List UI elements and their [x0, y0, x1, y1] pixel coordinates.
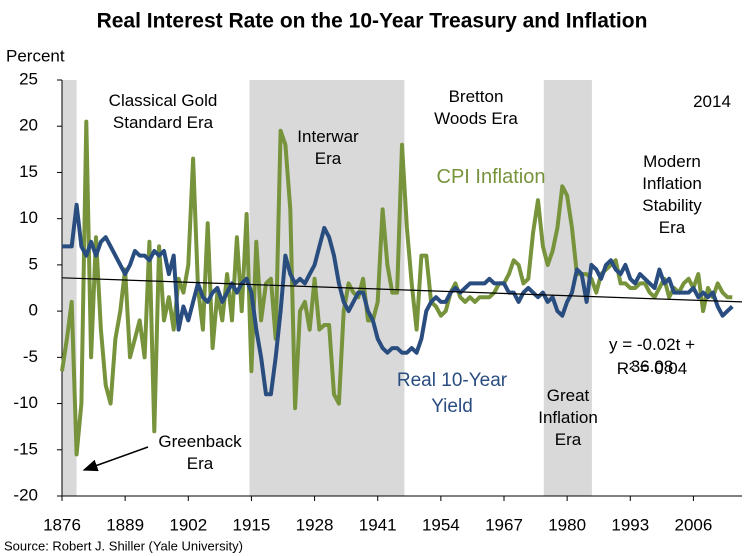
annotation: R² = 0.04: [616, 359, 688, 378]
chart-title: Real Interest Rate on the 10-Year Treasu…: [97, 10, 648, 33]
x-tick-label: 1993: [611, 515, 649, 534]
x-tick-label: 2006: [675, 515, 713, 534]
y-tick-label: -10: [13, 393, 38, 412]
x-tick-label: 1941: [359, 515, 397, 534]
series-label: CPI Inflation: [436, 166, 546, 188]
series-line: [62, 202, 734, 397]
y-tick-label: -20: [13, 485, 38, 504]
x-tick-label: 1876: [43, 515, 81, 534]
y-tick-label: -15: [13, 439, 38, 458]
x-tick-label: 1928: [296, 515, 334, 534]
trend-line: [61, 277, 743, 303]
y-tick-label: 15: [19, 162, 38, 181]
annotation: Bretton Woods Era: [434, 87, 518, 128]
y-tick-label: 25: [19, 69, 38, 88]
x-tick-label: 1915: [233, 515, 271, 534]
annotation: Greenback Era: [158, 432, 242, 473]
y-tick-label: 5: [29, 254, 38, 273]
y-tick-label: -5: [23, 347, 38, 366]
annotation: Interwar Era: [297, 127, 359, 168]
y-tick-label: 0: [29, 301, 38, 320]
y-axis-label: Percent: [6, 46, 65, 65]
arrow: [82, 446, 149, 472]
y-tick-label: 10: [19, 208, 38, 227]
source: Source: Robert J. Shiller (Yale Universi…: [4, 538, 243, 553]
x-tick-label: 1980: [548, 515, 586, 534]
y-tick-label: 20: [19, 116, 38, 135]
annotation: Classical Gold Standard Era: [108, 91, 218, 132]
annotation: 2014: [693, 92, 731, 111]
x-tick-label: 1902: [169, 515, 207, 534]
series-line: [60, 119, 733, 457]
x-tick-label: 1954: [422, 515, 460, 534]
x-tick-label: 1889: [106, 515, 144, 534]
x-tick-label: 1967: [485, 515, 523, 534]
annotation: Modern Inflation Stability Era: [642, 152, 702, 237]
annotation: y = -0.02t + 36.08: [609, 335, 695, 376]
annotation: Great Inflation Era: [538, 386, 598, 449]
series-label: Real 10-Year Yield: [396, 370, 508, 417]
